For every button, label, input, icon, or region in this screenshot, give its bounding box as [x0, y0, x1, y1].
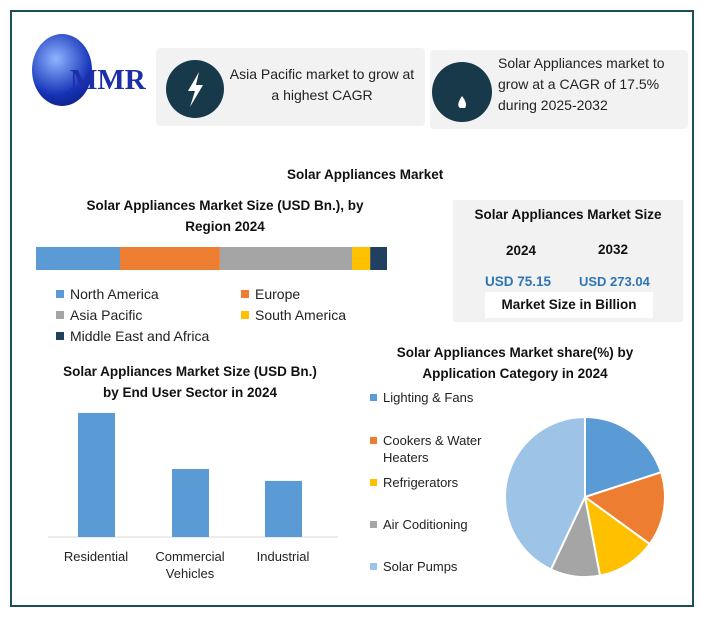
legend-swatch — [56, 311, 64, 319]
stack-segment — [351, 247, 371, 270]
logo-text: MMR — [70, 64, 146, 96]
x-tick-label: Commercial Vehicles — [140, 548, 240, 582]
tick-text: Industrial — [256, 549, 310, 564]
legend-swatch — [370, 563, 377, 570]
legend-label: Asia Pacific — [70, 307, 143, 323]
legend-label: Europe — [255, 286, 301, 302]
legend-item: Asia Pacific — [56, 307, 142, 323]
flame-icon — [432, 62, 492, 122]
callout-text: a highest CAGR — [271, 87, 373, 103]
legend-label: Refrigerators — [383, 475, 459, 490]
legend-swatch — [56, 290, 64, 298]
legend-item: Middle East and Africa — [56, 328, 209, 344]
market-size-title: Solar Appliances Market Size — [474, 207, 662, 222]
chart-title-line: Solar Appliances Market Size (USD Bn.) — [63, 364, 317, 379]
legend-swatch — [241, 311, 249, 319]
legend-item: Europe — [241, 286, 300, 302]
application-pie-chart — [504, 415, 666, 578]
chart-title-line: by End User Sector in 2024 — [102, 385, 278, 400]
main-title: Solar Appliances Market — [287, 167, 444, 182]
callout-text: during 2025-2032 — [498, 97, 608, 113]
pie-legend-item: Cookers & Water Heaters — [370, 432, 482, 466]
enduser-chart-title: Solar Appliances Market Size (USD Bn.) b… — [40, 361, 340, 403]
stack-segment — [370, 247, 387, 270]
x-tick-label: Residential — [46, 548, 146, 565]
legend-swatch — [370, 479, 377, 486]
pie-legend-item: Air Coditioning — [370, 516, 468, 533]
chart-title-line: Solar Appliances Market share(%) by — [396, 345, 634, 360]
pie-slice — [583, 494, 652, 577]
legend-swatch — [56, 332, 64, 340]
legend-label: Air Coditioning — [383, 517, 468, 532]
callout-text: Asia Pacific market to grow at — [229, 66, 415, 82]
logo: MMR — [22, 32, 152, 122]
chart-title-line: Solar Appliances Market Size (USD Bn.), … — [86, 198, 364, 213]
legend-label: Lighting & Fans — [383, 390, 474, 405]
stack-segment — [219, 247, 352, 270]
pie-legend-item: Solar Pumps — [370, 558, 457, 575]
region-stacked-bar — [36, 247, 387, 270]
pie-slice — [504, 415, 586, 571]
x-tick-label: Industrial — [233, 548, 333, 565]
legend-label: Middle East and Africa — [70, 328, 210, 344]
legend-label: South America — [255, 307, 347, 323]
pie-legend-item: Lighting & Fans — [370, 389, 473, 406]
callout-cagr: Solar Appliances market to grow at a CAG… — [430, 50, 688, 129]
legend-swatch — [370, 521, 377, 528]
region-chart-title: Solar Appliances Market Size (USD Bn.), … — [40, 195, 410, 237]
legend-swatch — [370, 437, 377, 444]
callout-text: grow at a CAGR of 17.5% — [498, 76, 660, 92]
legend-label: Solar Pumps — [383, 559, 458, 574]
pie-legend-item: Refrigerators — [370, 474, 458, 491]
legend-item: North America — [56, 286, 159, 302]
stack-segment — [120, 247, 220, 270]
tick-text: Residential — [63, 549, 129, 564]
legend-item: South America — [241, 307, 346, 323]
value-2024: USD 75.15 — [485, 274, 552, 289]
market-size-card: Solar Appliances Market Size 2024 2032 U… — [453, 200, 683, 322]
pie-slice — [584, 415, 663, 499]
enduser-bar-chart — [48, 412, 338, 538]
stack-segment — [36, 247, 121, 270]
bar — [78, 412, 115, 537]
market-size-footer: Market Size in Billion — [485, 292, 653, 318]
bar — [172, 469, 209, 537]
legend-label: North America — [70, 286, 159, 302]
year-2032: 2032 — [598, 242, 629, 257]
infographic-frame — [10, 10, 694, 607]
pie-chart-title: Solar Appliances Market share(%) by Appl… — [370, 342, 660, 384]
pie-slice — [582, 471, 666, 546]
value-2032: USD 273.04 — [579, 274, 650, 289]
chart-title-line: Region 2024 — [185, 219, 265, 234]
legend-swatch — [241, 290, 249, 298]
year-2024: 2024 — [506, 243, 537, 258]
legend-label: Cookers & Water — [383, 433, 482, 448]
chart-title-line: Application Category in 2024 — [422, 366, 608, 381]
legend-swatch — [370, 394, 377, 401]
lightning-icon — [166, 60, 224, 118]
tick-text: Vehicles — [165, 566, 215, 581]
bar — [265, 480, 302, 537]
globe-icon — [32, 34, 92, 106]
legend-label: Heaters — [383, 450, 429, 465]
callout-asia-pacific: Asia Pacific market to grow at a highest… — [156, 48, 425, 126]
callout-text: Solar Appliances market to — [498, 55, 665, 71]
tick-text: Commercial — [155, 549, 225, 564]
